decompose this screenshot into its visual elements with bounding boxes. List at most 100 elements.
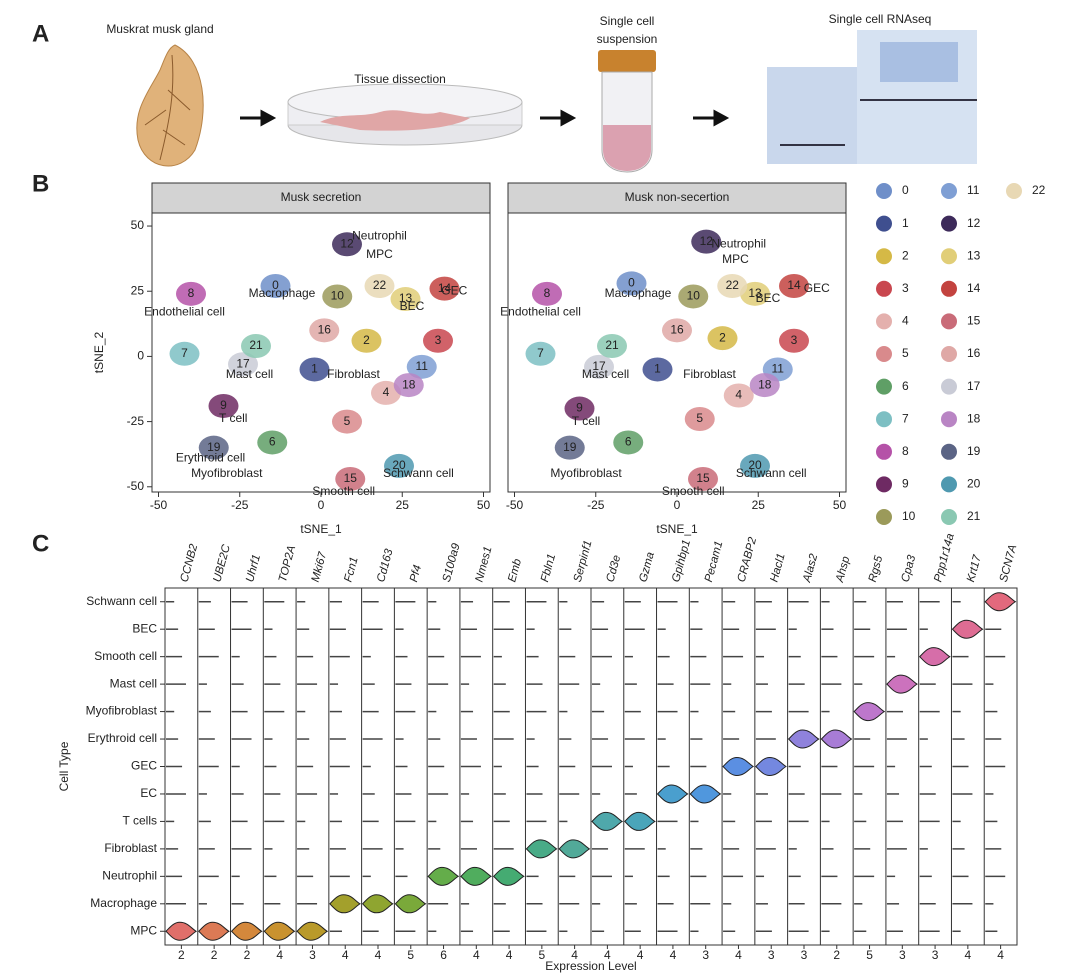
cluster: [642, 357, 673, 382]
cluster-label: 12: [700, 234, 714, 248]
cluster: [688, 466, 718, 491]
cluster-label: 2: [719, 330, 726, 344]
legend-swatch: [941, 476, 957, 493]
cluster-label: 0: [628, 276, 635, 290]
cluster: [779, 328, 809, 353]
x-tick-label: -50: [150, 498, 168, 512]
cluster: [208, 393, 239, 418]
legend-swatch: [941, 346, 957, 362]
legend-swatch: [941, 183, 957, 199]
legend-label: 19: [967, 444, 981, 458]
gene-label: Gzma: [637, 551, 657, 584]
cluster-label: 6: [269, 435, 276, 449]
cluster-label: 6: [625, 435, 632, 449]
violin: [656, 784, 689, 804]
x-tick-label: 4: [604, 948, 611, 962]
legend-label: 7: [902, 411, 909, 425]
cluster-label: 4: [735, 388, 742, 402]
x-tick-label: 3: [309, 948, 316, 962]
gene-label: Mki67: [310, 550, 330, 583]
cluster-label: 14: [438, 281, 452, 295]
x-tick-label: -25: [587, 498, 605, 512]
annotation: Erythroid cell: [176, 450, 245, 464]
cluster-label: 22: [726, 278, 740, 292]
gene-label: Hacl1: [768, 552, 787, 584]
legend-swatch: [876, 378, 892, 395]
cluster-label: 3: [791, 333, 798, 347]
cluster: [564, 396, 595, 421]
annotation: Schwann cell: [383, 466, 454, 480]
x-tick-label: 4: [637, 948, 644, 962]
x-tick-label: 4: [965, 948, 972, 962]
x-tick-label: 4: [735, 948, 742, 962]
violin: [689, 784, 722, 804]
gene-label: Cd163: [375, 547, 396, 583]
cluster: [749, 373, 780, 398]
violin: [951, 619, 984, 639]
gene-label: Uhrf1: [244, 553, 263, 583]
cluster: [723, 383, 754, 408]
cluster-label: 21: [249, 338, 263, 352]
legend-swatch: [876, 346, 892, 362]
legend-label: 8: [902, 444, 909, 458]
gene-label: Alas2: [801, 552, 820, 584]
annotation: GEC: [804, 281, 830, 295]
y-axis-label: Cell Type: [57, 741, 71, 791]
violin: [624, 811, 656, 831]
legend-label: 0: [902, 183, 909, 197]
annotation: Fibroblast: [327, 367, 380, 381]
annotation: T cell: [219, 411, 247, 425]
y-tick-label: Myofibroblast: [86, 704, 158, 718]
chart-title: Musk non-secertion: [625, 190, 730, 204]
step-label: suspension: [597, 32, 658, 46]
gene-label: SCN7A: [998, 543, 1020, 583]
cluster: [364, 274, 395, 299]
annotation: BEC: [756, 291, 781, 305]
legend-label: 5: [902, 346, 909, 360]
cluster-label: 18: [402, 377, 416, 391]
x-tick-label: 2: [244, 948, 251, 962]
annotation: BEC: [400, 299, 425, 313]
x-tick-label: 3: [801, 948, 808, 962]
panel-label: A: [32, 20, 49, 47]
x-tick-label: 6: [440, 948, 447, 962]
legend-label: 2: [902, 248, 909, 262]
gene-label: Cpa3: [900, 553, 919, 583]
cluster: [525, 341, 556, 366]
x-tick-label: 3: [702, 948, 709, 962]
annotation: GEC: [441, 283, 467, 297]
violin: [394, 894, 427, 914]
legend-swatch: [941, 411, 957, 428]
legend-label: 10: [902, 509, 916, 523]
legend-label: 11: [967, 183, 980, 197]
annotation: Fibroblast: [683, 367, 736, 381]
cluster-label: 7: [181, 346, 188, 360]
y-tick-label: GEC: [131, 759, 157, 773]
cluster-label: 11: [416, 359, 429, 373]
cluster-label: 13: [399, 291, 413, 305]
violin: [755, 756, 787, 777]
annotation: Macrophage: [249, 286, 316, 300]
gene-label: Nmes1: [474, 545, 495, 583]
legend-swatch: [941, 313, 957, 330]
cluster-label: 21: [605, 338, 619, 352]
cluster: [616, 271, 647, 296]
cluster: [198, 435, 229, 460]
arrows: [240, 109, 730, 127]
cluster-label: 11: [772, 362, 785, 376]
legend-label: 14: [967, 281, 981, 295]
legend-swatch: [876, 443, 892, 460]
cluster: [684, 406, 715, 431]
annotation: T cell: [572, 414, 600, 428]
x-tick-label: 4: [997, 948, 1004, 962]
cluster-label: 7: [537, 346, 544, 360]
y-tick-label: T cells: [123, 814, 157, 828]
y-tick-label: -25: [127, 414, 145, 428]
y-tick-label: Macrophage: [90, 896, 157, 910]
violin: [820, 729, 853, 749]
y-tick-label: Erythroid cell: [88, 731, 157, 745]
cluster: [351, 328, 382, 353]
violin: [591, 811, 624, 831]
step-label: Single cell RNAseq: [829, 12, 932, 26]
cluster-label: 9: [576, 401, 583, 415]
